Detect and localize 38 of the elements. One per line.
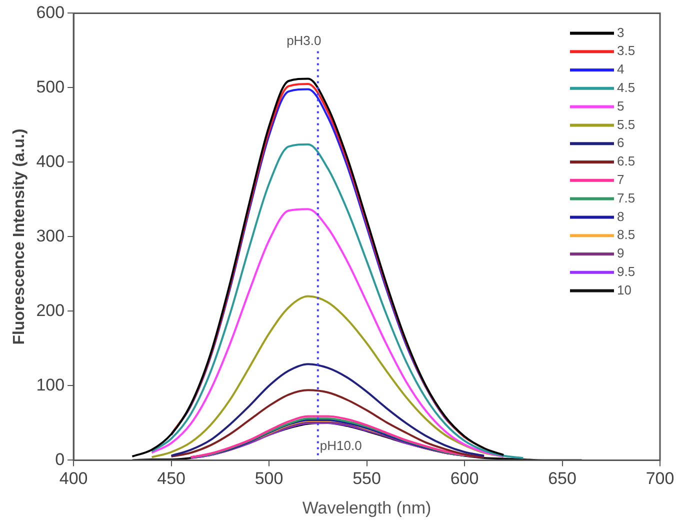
line-series	[131, 78, 505, 458]
legend-label: 3.5	[617, 43, 636, 58]
legend-label: 7	[617, 172, 624, 187]
y-tick-label: 0	[55, 450, 65, 469]
x-tick-label: 600	[450, 469, 479, 488]
y-axis-title: Fluorescence Intensity (a.u.)	[11, 128, 28, 345]
legend-label: 6	[617, 135, 624, 150]
line-series	[170, 389, 486, 458]
y-tick-label: 100	[36, 375, 65, 394]
legend-label: 3	[617, 24, 624, 40]
annotation: pH10.0	[320, 438, 362, 454]
y-tick-label: 200	[36, 300, 65, 320]
line-series	[150, 143, 524, 459]
line-series	[170, 363, 486, 457]
x-tick-label: 550	[352, 469, 381, 488]
legend-label: 7.5	[617, 190, 636, 206]
x-tick-label: 700	[646, 469, 674, 488]
y-tick-label: 300	[36, 226, 65, 246]
legend-label: 8.5	[617, 227, 636, 242]
x-tick-label: 650	[548, 469, 576, 488]
x-tick-label: 400	[59, 469, 88, 488]
x-tick-label: 500	[254, 469, 284, 488]
x-axis-title: Wavelength (nm)	[302, 498, 432, 518]
legend-label: 4	[617, 62, 624, 77]
legend-label: 6.5	[617, 154, 636, 169]
legend-label: 4.5	[617, 80, 636, 95]
x-tick-label: 450	[157, 469, 186, 488]
y-tick-label: 500	[36, 77, 65, 96]
legend-label: 5.5	[617, 116, 636, 132]
y-tick-label: 400	[36, 152, 65, 171]
annotation: pH3.0	[286, 33, 322, 48]
y-tick-label: 600	[36, 2, 65, 22]
legend-label: 5	[617, 98, 624, 114]
legend-label: 10	[617, 282, 632, 298]
legend-label: 8	[617, 208, 624, 224]
line-series	[150, 208, 505, 458]
legend-label: 9	[617, 246, 624, 261]
legend-label: 9.5	[617, 264, 636, 279]
